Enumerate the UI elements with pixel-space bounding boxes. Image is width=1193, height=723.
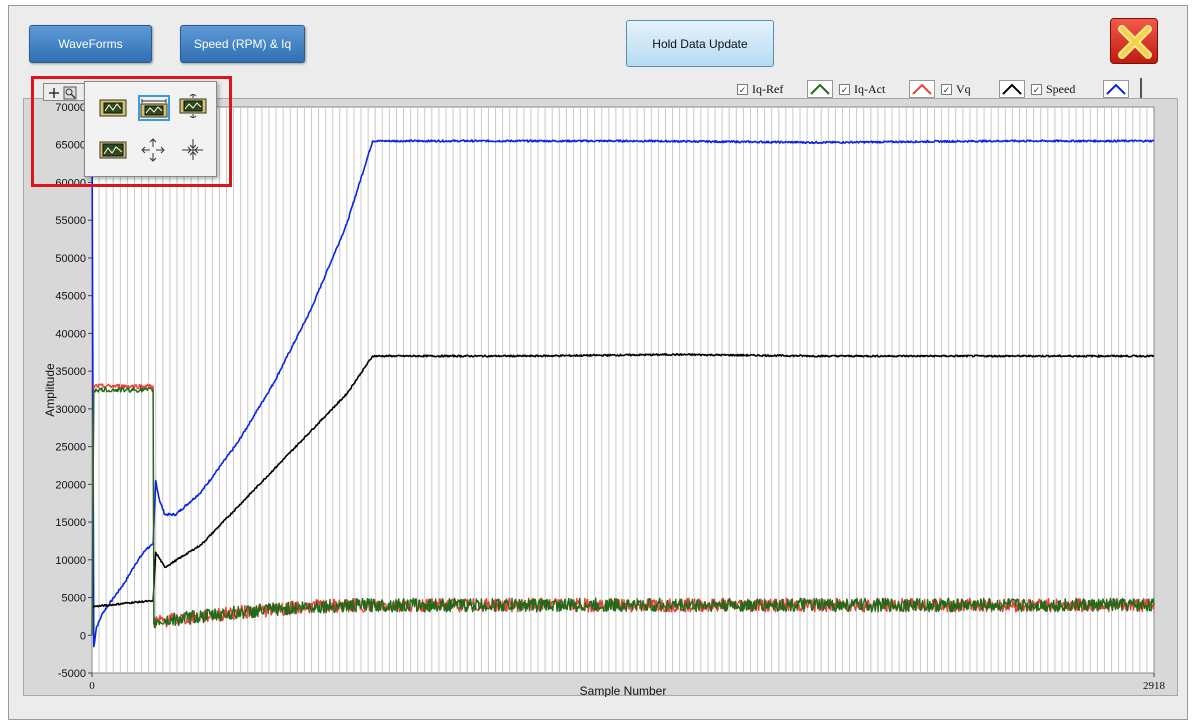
y-tick-label: 50000 [55, 253, 86, 265]
y-axis-label: Amplitude [43, 363, 57, 417]
y-tick-label: 45000 [55, 291, 86, 303]
y-tick-label: 20000 [55, 479, 86, 491]
y-tick-label: 25000 [55, 442, 86, 454]
legend-label-iq-act: Iq-Act [854, 81, 886, 96]
legend-swatch-speed[interactable] [1103, 80, 1129, 98]
legend-swatch-iq-ref[interactable] [807, 80, 833, 98]
legend-item-vq[interactable]: ✓ Vq [941, 81, 971, 97]
waveforms-button[interactable]: WaveForms [29, 25, 152, 63]
zoom-y-icon [179, 94, 207, 118]
zoom-y-tool[interactable] [178, 94, 208, 118]
plot-frame: -5000 0 5000 10000 15000 20000 25000 30000 35000… [23, 98, 1179, 697]
legend-label-speed: Speed [1046, 81, 1076, 96]
checkbox-icon[interactable]: ✓ [941, 83, 952, 95]
zoom-x-icon [140, 99, 168, 118]
series-line-speed [91, 122, 1155, 648]
legend-swatch-iq-act[interactable] [909, 80, 935, 98]
y-tick-label: 35000 [55, 366, 86, 378]
y-tick-label: 55000 [55, 215, 86, 227]
zoom-in-point-tool[interactable] [138, 138, 168, 162]
y-tick-label: 0 [80, 630, 86, 642]
x-axis-label: Sample Number [580, 684, 667, 697]
zoom-out-point-tool[interactable] [178, 139, 208, 161]
annotation-highlight-box [31, 76, 232, 187]
zoom-tool-icon[interactable] [63, 86, 77, 100]
waveform-chart[interactable]: -500005000100001500020000250003000035000… [24, 99, 1179, 697]
y-tick-label: 70000 [55, 102, 86, 114]
legend-label-iq-ref: Iq-Ref [752, 81, 784, 96]
zoom-tools-popup [84, 81, 217, 177]
checkbox-icon[interactable]: ✓ [737, 83, 748, 95]
zoom-fit-tool[interactable] [98, 139, 128, 161]
zoom-fit-icon [99, 141, 127, 159]
graph-palette[interactable] [43, 83, 95, 101]
checkbox-icon[interactable]: ✓ [839, 83, 850, 95]
x-tick-label: 0 [89, 680, 95, 692]
y-tick-label: 15000 [55, 517, 86, 529]
speed-iq-button[interactable]: Speed (RPM) & Iq [180, 25, 305, 63]
hold-data-update-button[interactable]: Hold Data Update [626, 20, 774, 67]
y-tick-label: 65000 [55, 140, 86, 152]
checkbox-icon[interactable]: ✓ [1031, 83, 1042, 95]
legend-item-iq-act[interactable]: ✓ Iq-Act [839, 81, 885, 97]
app-window: WaveForms Speed (RPM) & Iq Hold Data Upd… [8, 5, 1188, 720]
y-tick-label: 10000 [55, 555, 86, 567]
close-button[interactable] [1110, 18, 1158, 64]
plot-legend: ✓ Iq-Ref ✓ Iq-Act ✓ Vq ✓ Speed [729, 78, 1142, 100]
y-tick-label: 5000 [62, 593, 86, 605]
zoom-rect-icon [99, 99, 127, 117]
zoom-x-tool[interactable] [138, 95, 170, 121]
series-line-iq-ref [91, 387, 1155, 636]
zoom-out-icon [182, 139, 203, 160]
legend-item-speed[interactable]: ✓ Speed [1031, 81, 1075, 97]
series-line-vq [91, 353, 1155, 609]
cursor-crosshair-icon[interactable] [49, 88, 59, 98]
legend-swatch-vq[interactable] [999, 80, 1025, 98]
legend-item-iq-ref[interactable]: ✓ Iq-Ref [737, 81, 783, 97]
close-icon [1118, 25, 1152, 59]
y-tick-label: 40000 [55, 328, 86, 340]
zoom-in-icon [141, 138, 165, 162]
y-tick-label: 30000 [55, 404, 86, 416]
x-tick-label: 2918 [1143, 680, 1166, 692]
legend-label-vq: Vq [956, 81, 971, 96]
zoom-rectangle-tool[interactable] [98, 97, 128, 119]
y-tick-label: -5000 [58, 668, 86, 680]
